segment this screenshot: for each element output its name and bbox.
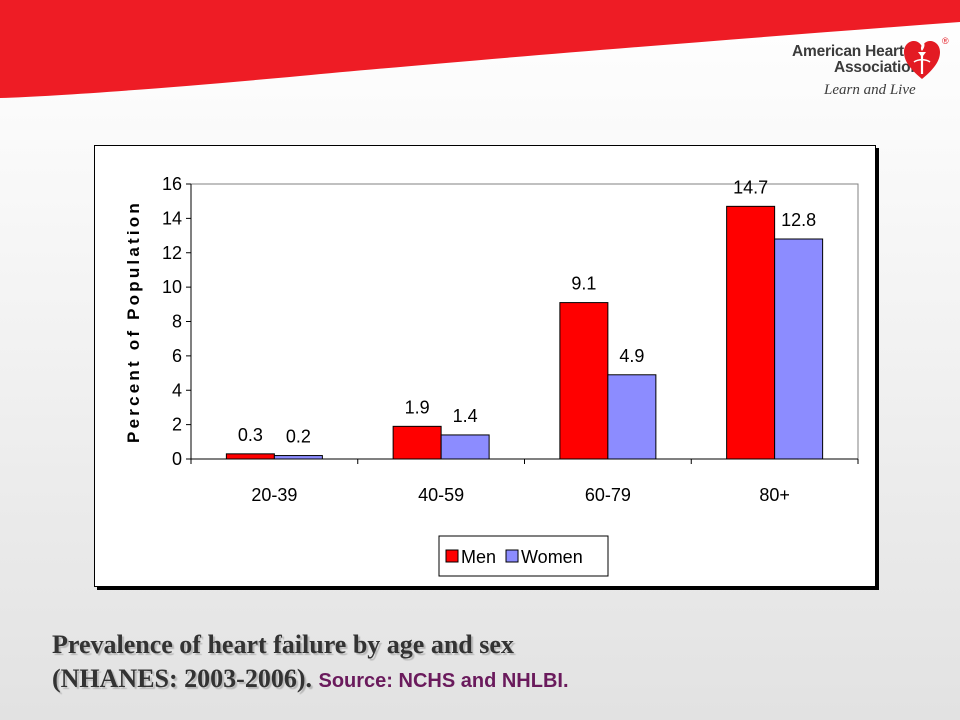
y-tick-label-14: 14 — [162, 208, 182, 228]
data-label-women-60-79: 4.9 — [619, 346, 644, 366]
y-tick-label-10: 10 — [162, 277, 182, 297]
bar-women-60-79 — [607, 374, 657, 460]
data-label-women-80+: 12.8 — [781, 210, 816, 230]
y-tick-label-2: 2 — [172, 415, 182, 435]
x-tick-label-20-39: 20-39 — [251, 485, 297, 505]
caption-line-2-wrap: (NHANES: 2003-2006). Source: NCHS and NH… — [52, 662, 932, 698]
y-axis-label: Percent of Population — [124, 200, 143, 443]
data-label-men-20-39: 0.3 — [238, 425, 263, 445]
chart-frame: 0 2 4 6 8 10 12 14 16 Percent of Population 20-39 0… — [94, 145, 876, 587]
logo-line-2: Association — [834, 59, 920, 76]
bar-women-40-59 — [440, 434, 490, 460]
data-label-women-20-39: 0.2 — [286, 427, 311, 447]
bar-men-80+ — [726, 205, 776, 460]
logo-line-1: American Heart — [792, 43, 904, 60]
x-tick-label-80+: 80+ — [759, 485, 790, 505]
logo-tagline: Learn and Live — [824, 82, 916, 98]
x-tick-label-40-59: 40-59 — [418, 485, 464, 505]
bar-men-20-39 — [225, 453, 275, 460]
legend-label-men: Men — [461, 547, 496, 567]
caption-line-2: (NHANES: 2003-2006). — [52, 664, 312, 693]
legend-box — [438, 535, 609, 577]
slide-caption: Prevalence of heart failure by age and s… — [52, 628, 932, 698]
heart-torch-icon — [904, 40, 940, 79]
header-banner — [0, 0, 960, 98]
data-label-women-40-59: 1.4 — [453, 406, 478, 426]
caption-source: Source: NCHS and NHLBI. — [318, 670, 569, 692]
x-tick-label-60-79: 60-79 — [585, 485, 631, 505]
y-tick-label-8: 8 — [172, 312, 182, 332]
bar-chart: 0 2 4 6 8 10 12 14 16 Percent of Population 20-39 0… — [124, 174, 859, 577]
aha-logo: American Heart Association Learn and Liv… — [790, 36, 955, 102]
data-label-men-80+: 14.7 — [733, 177, 768, 197]
y-tick-label-6: 6 — [172, 346, 182, 366]
caption-line-1: Prevalence of heart failure by age and s… — [52, 630, 514, 659]
bar-women-80+ — [774, 238, 824, 460]
registered-mark: ® — [942, 36, 949, 46]
legend-swatch-men — [445, 549, 459, 563]
data-label-men-40-59: 1.9 — [405, 397, 430, 417]
bar-women-20-39 — [273, 455, 323, 460]
y-tick-label-16: 16 — [162, 174, 182, 194]
legend-swatch-women — [505, 549, 519, 563]
bar-men-40-59 — [392, 425, 442, 460]
y-tick-label-12: 12 — [162, 243, 182, 263]
bar-men-60-79 — [559, 302, 609, 460]
y-tick-label-0: 0 — [172, 449, 182, 469]
y-tick-label-4: 4 — [172, 380, 182, 400]
legend-label-women: Women — [521, 547, 583, 567]
data-label-men-60-79: 9.1 — [571, 274, 596, 294]
